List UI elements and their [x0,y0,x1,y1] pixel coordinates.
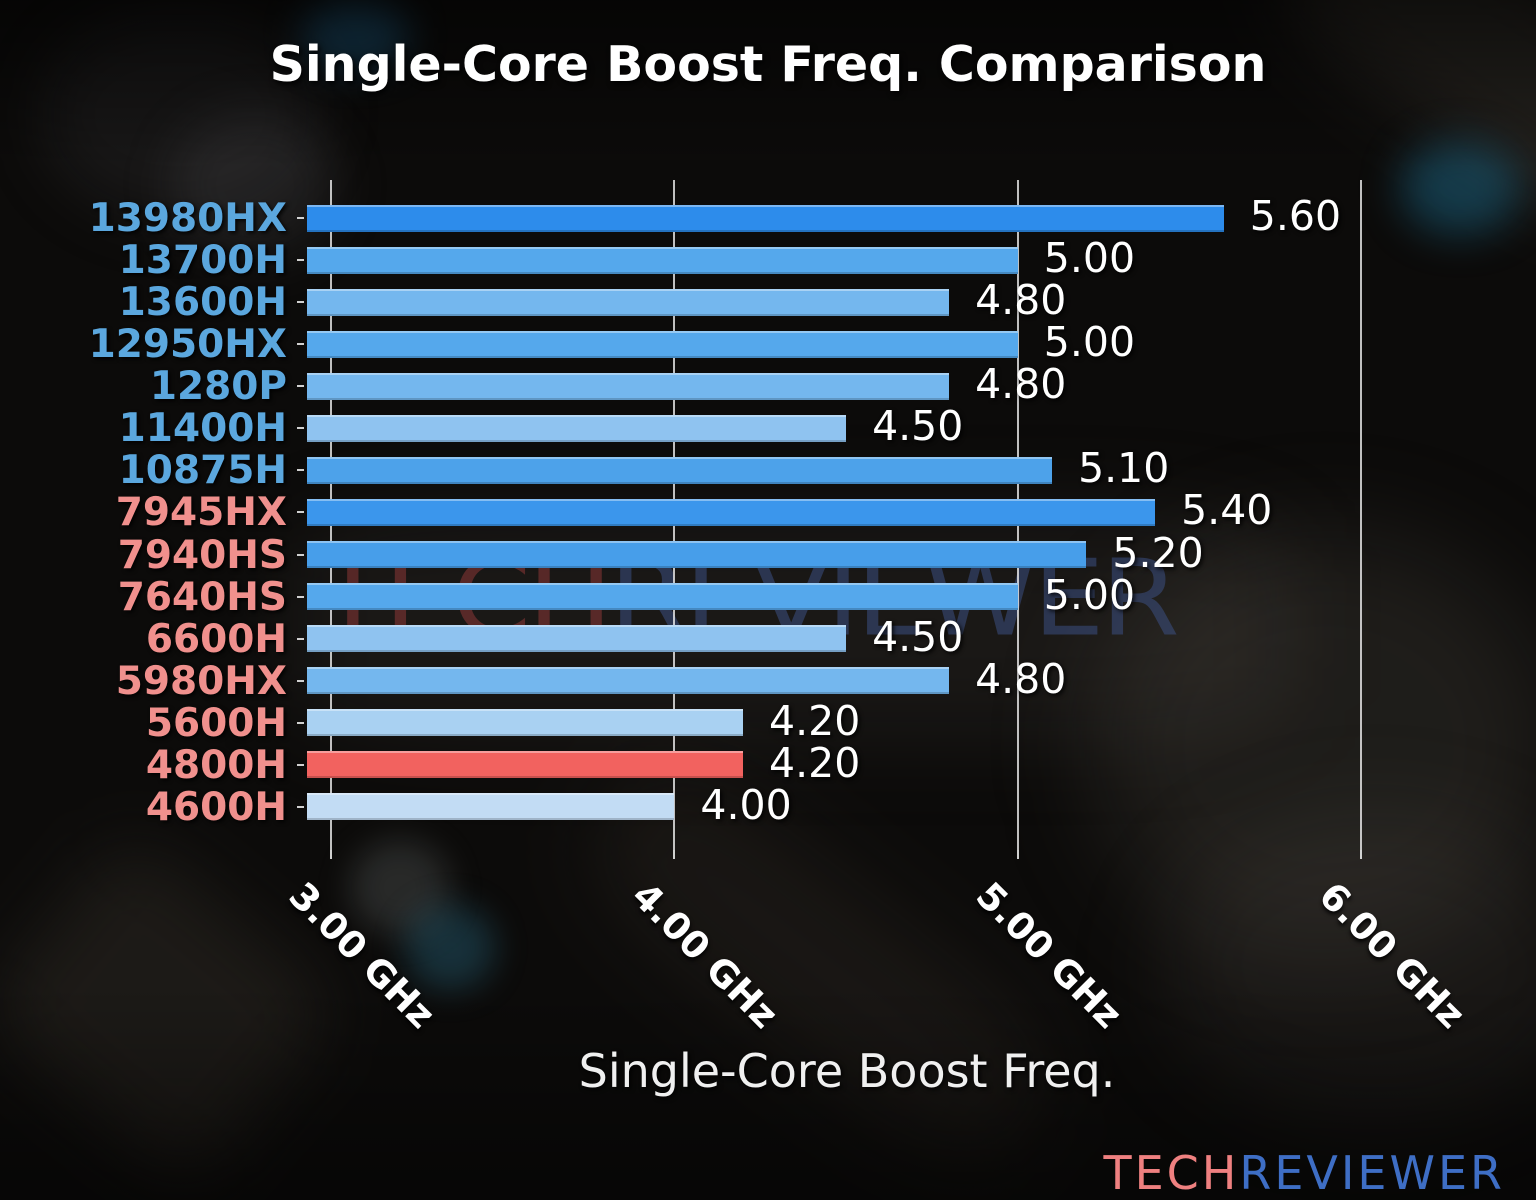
y-axis-tick [297,217,304,219]
value-label: 4.20 [769,696,861,745]
techreviewer-logo: TECHREVIEWER [1103,1146,1505,1200]
category-label: 13700H [118,238,287,284]
value-label: 5.20 [1112,528,1204,577]
chart-title: Single-Core Boost Freq. Comparison [269,36,1267,93]
x-axis-tick [330,850,333,859]
bar [307,625,847,653]
bar [307,498,1156,526]
bar [307,414,847,442]
logo-reviewer: REVIEWER [1239,1146,1505,1200]
value-label: 5.00 [1043,318,1136,367]
chart-plot-area: 5.60 5.00 4.80 5.00 4.80 4.50 5.10 5.40 5.20 5.00… [297,180,1495,859]
y-axis-tick [297,805,304,808]
x-axis-tick [1016,850,1019,859]
y-axis-tick [297,511,304,514]
y-axis-tick [297,469,304,472]
category-label: 7640HS [117,574,287,620]
category-label: 7945HX [115,490,287,536]
bar [307,456,1053,484]
bar [307,709,744,737]
value-label: 5.00 [1043,570,1136,619]
background-blob [405,905,495,990]
value-label: 5.00 [1043,234,1136,283]
y-axis-labels: 13980HX 13700H 13600H 12950HX 1280P 11400H 108… [0,180,293,850]
category-label: 4600H [145,784,287,830]
category-label: 5980HX [115,658,287,704]
y-axis-tick [297,343,304,346]
bar [307,751,744,779]
value-label: 5.40 [1181,486,1273,535]
x-axis-tick [1360,850,1363,859]
logo-tech: TECH [1103,1146,1240,1200]
x-tick-label: 6.00 GHz [1310,874,1474,1037]
bar [307,246,1018,274]
background-blob [0,828,345,1192]
category-label: 13600H [118,280,287,326]
y-axis-tick [297,385,304,388]
y-axis-tick [297,301,304,304]
value-label: 4.80 [975,654,1067,703]
x-axis-tick [673,850,676,859]
y-axis-tick [297,427,304,430]
y-axis-tick [297,721,304,724]
category-label: 6600H [145,616,287,662]
y-axis-tick [297,259,304,262]
category-label: 7940HS [117,532,287,578]
category-label: 11400H [118,406,287,452]
bar [307,372,950,400]
bar [307,793,675,821]
category-label: 4800H [145,742,287,788]
category-label: 13980HX [88,196,287,241]
value-label: 5.10 [1078,444,1170,493]
value-label: 4.50 [872,402,964,451]
bar [307,667,950,695]
y-axis-tick [297,553,304,556]
y-axis-tick [297,763,304,766]
category-label: 5600H [145,700,287,746]
value-label: 5.60 [1249,192,1342,240]
bar [307,288,950,316]
value-label: 4.50 [872,612,964,661]
y-axis-tick [297,637,304,640]
x-tick-label: 3.00 GHz [280,874,444,1037]
x-axis-title: Single-Core Boost Freq. [578,1044,1116,1098]
gridline-x [1360,180,1363,850]
bar [307,583,1018,611]
value-label: 4.80 [975,276,1067,325]
y-axis-tick [297,679,304,682]
category-label: 12950HX [88,322,287,368]
category-label: 10875H [118,448,287,494]
bar [307,330,1018,358]
y-axis-tick [297,595,304,598]
x-tick-label: 4.00 GHz [623,874,787,1037]
x-tick-label: 5.00 GHz [967,874,1130,1037]
value-label: 4.80 [975,360,1067,409]
value-label: 4.00 [700,780,792,829]
bar [307,204,1224,232]
category-label: 1280P [149,364,287,410]
bar [307,541,1087,569]
value-label: 4.20 [769,738,861,787]
background-blob [350,840,450,935]
